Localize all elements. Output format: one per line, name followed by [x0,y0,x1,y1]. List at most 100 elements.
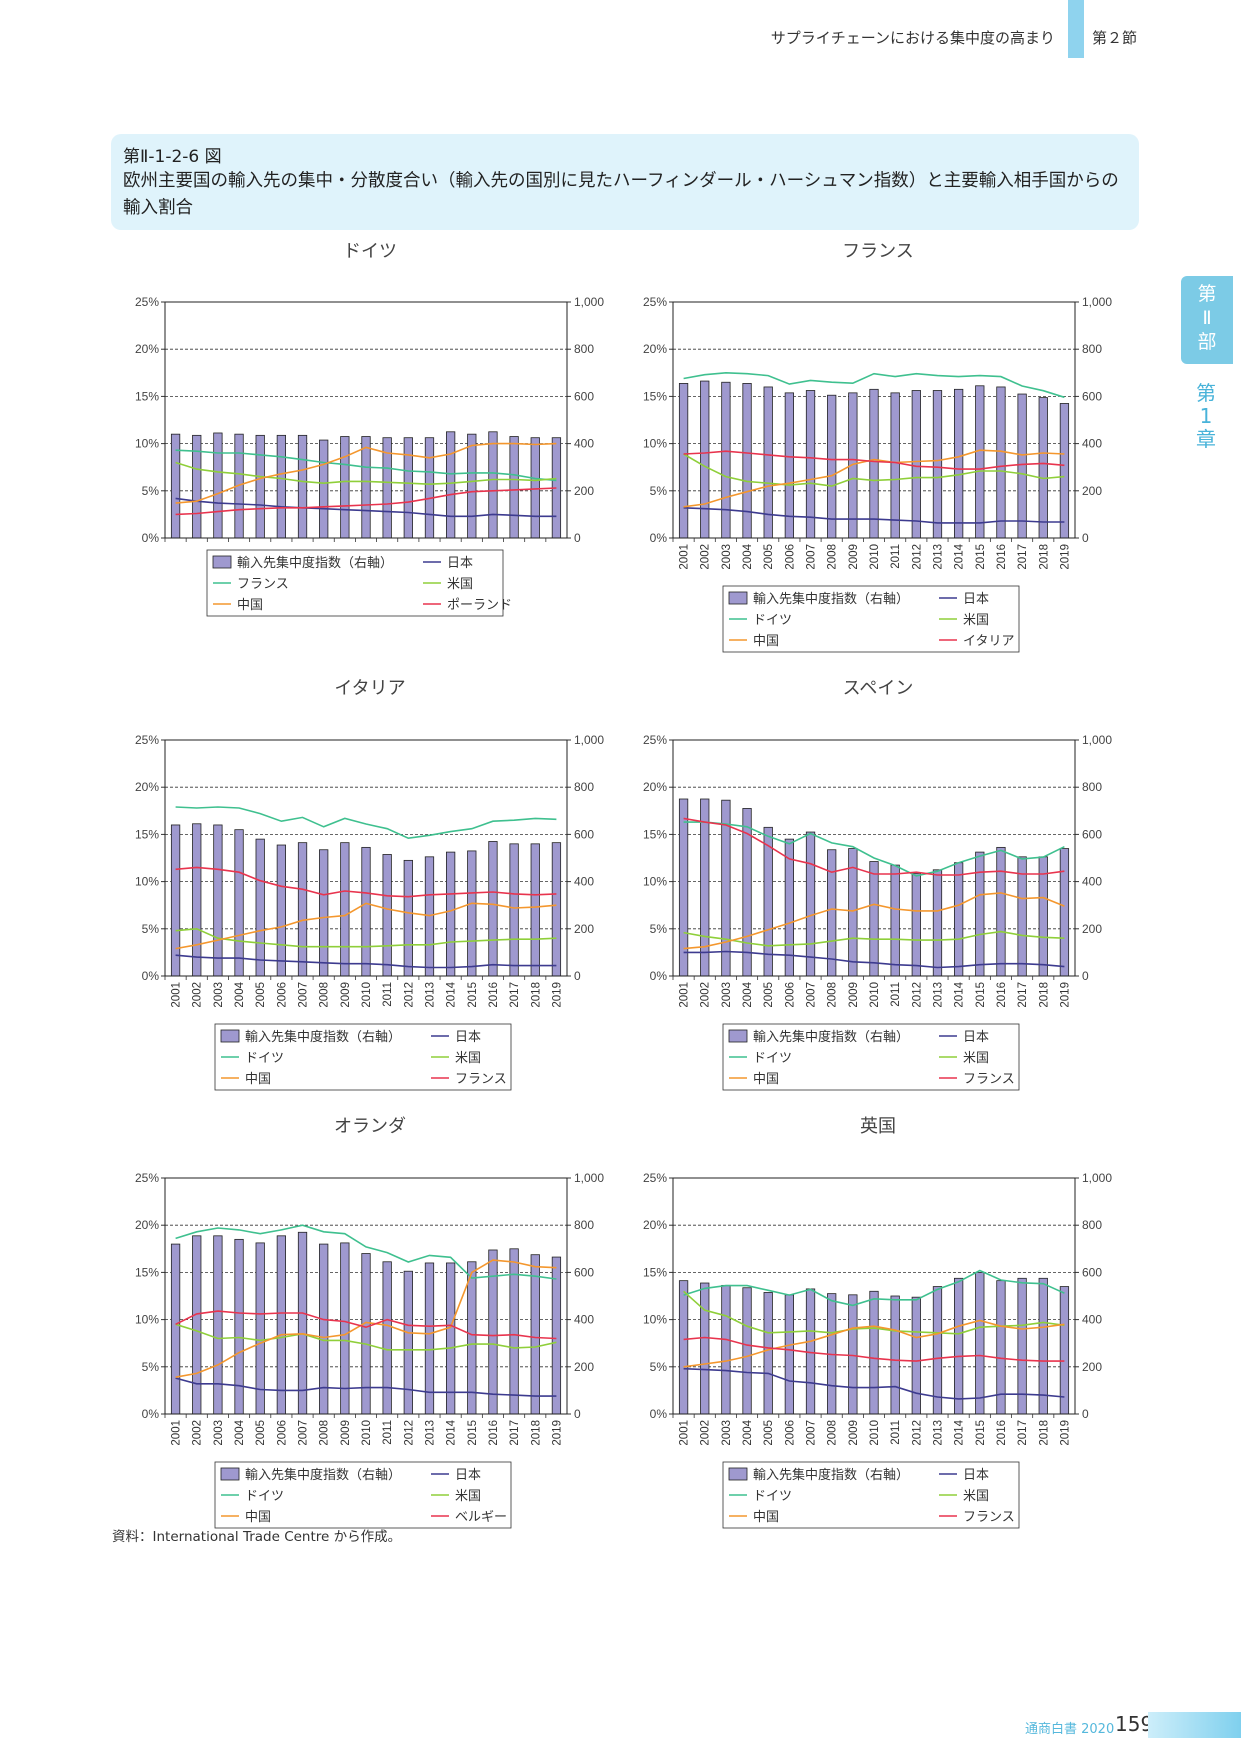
bar-2015 [975,1272,985,1415]
legend-label: ドイツ [245,1488,284,1503]
x-tick-label: 2019 [1059,1420,1071,1446]
x-tick-label: 2010 [869,544,881,570]
y-right-tick-label: 0 [1082,969,1089,983]
bar-2014 [445,851,456,977]
plot-frame [164,739,568,977]
y-left-tick-label: 0% [650,969,668,983]
bar-2013 [424,856,435,977]
chart-title-germany: ドイツ [343,241,397,262]
bar-2011 [382,854,392,977]
y-left-tick-label: 15% [643,827,667,841]
bar-2017 [1017,393,1027,539]
y-left-tick-label: 0% [650,531,668,545]
bar-2002 [192,1235,202,1415]
bar-2011 [890,392,900,539]
y-right-tick-label: 400 [574,437,594,451]
legend-label: ベルギー [455,1509,507,1524]
x-tick-label: 2011 [382,1420,394,1445]
y-left-tick-label: 5% [650,922,668,936]
legend-label: 日本 [455,1467,481,1482]
series-line-イタリア [683,450,1065,470]
y-right-tick-label: 400 [574,875,594,889]
bar-2018 [530,1254,540,1415]
y-left-tick-label: 0% [142,1407,160,1421]
bar-2010 [361,436,371,539]
y-left-tick-label: 10% [135,437,159,451]
x-tick-label: 2014 [954,543,966,569]
bar-2013 [932,1286,943,1415]
legend-label: フランス [963,1509,1015,1524]
bar-2003 [721,381,731,539]
y-right-tick-label: 1,000 [574,733,604,747]
x-tick-label: 2019 [551,982,563,1008]
legend-box [722,1023,1020,1091]
legend-label: ドイツ [753,612,792,627]
x-tick-label: 2009 [848,982,860,1008]
legend-label: 日本 [447,555,473,570]
x-tick-label: 2016 [488,982,500,1008]
chart-title-spain: スペイン [842,678,914,699]
y-left-tick-label: 20% [135,780,159,794]
y-right-tick-label: 600 [1082,389,1102,403]
y-left-tick-label: 15% [135,827,159,841]
x-tick-label: 2003 [721,982,733,1008]
x-tick-label: 2008 [827,982,839,1008]
legend-label: 米国 [963,612,989,627]
bar-2007 [297,842,308,977]
bar-2018 [530,437,540,539]
bar-2006 [276,434,286,539]
y-right-tick-label: 800 [1082,1218,1102,1232]
series-line-中国 [175,902,557,950]
x-tick-label: 2007 [806,544,818,570]
x-tick-label: 2006 [784,544,796,570]
bar-2008 [827,849,837,977]
legend-box [206,549,504,617]
bar-2008 [319,439,329,539]
y-right-tick-label: 0 [574,1407,581,1421]
x-tick-label: 2006 [276,1420,288,1446]
bar-2018 [1038,397,1048,539]
bar-2004 [234,1238,244,1415]
bar-2003 [213,432,223,539]
x-tick-label: 2014 [954,981,966,1007]
series-line-ドイツ [683,1269,1065,1307]
chapter-tab-char: 1 [1199,404,1213,428]
x-tick-label: 2008 [827,1420,839,1446]
bar-2013 [932,390,943,539]
y-left-tick-label: 10% [135,875,159,889]
series-line-ベルギー [175,1310,557,1340]
chart-netherlands: 0% 5% 10% 15% 20% 25% 0 200 400 600 800 1,000 2001 20… [135,1171,604,1529]
series-line-フランス [683,1336,1065,1362]
x-tick-label: 2018 [530,982,542,1008]
legend-label: フランス [455,1071,507,1086]
y-right-tick-label: 1,000 [1082,295,1112,309]
plot-frame [672,301,1076,539]
x-tick-label: 2005 [255,1420,267,1446]
legend-label: ドイツ [753,1488,792,1503]
series-line-フランス [683,817,1065,876]
figure-title: 欧州主要国の輸入先の集中・分散度合い（輸入先の国別に見たハーフィンダール・ハーシ… [123,171,1119,218]
bar-2005 [255,838,265,977]
bar-2015 [975,385,985,539]
y-left-tick-label: 25% [643,733,667,747]
y-left-tick-label: 10% [643,875,667,889]
bar-2009 [340,842,350,977]
y-right-tick-label: 200 [574,922,594,936]
legend-swatch-bar [220,1467,240,1481]
series-line-フランス [175,866,557,898]
x-tick-label: 2013 [932,1420,944,1446]
x-tick-label: 2003 [213,982,225,1008]
series-line-米国 [175,927,557,948]
bar-2001 [170,1243,181,1415]
bar-2012 [403,859,413,977]
legend-label: 米国 [963,1050,989,1065]
y-right-tick-label: 600 [574,827,594,841]
series-line-ドイツ [175,1224,557,1280]
series-line-日本 [175,497,557,518]
chart-uk: 0% 5% 10% 15% 20% 25% 0 200 400 600 800 1,000 2001 20… [643,1171,1112,1529]
chart-title-netherlands: オランダ [334,1116,406,1137]
bar-2018 [530,843,540,977]
x-tick-label: 2005 [763,982,775,1008]
x-tick-label: 2015 [975,1420,987,1446]
